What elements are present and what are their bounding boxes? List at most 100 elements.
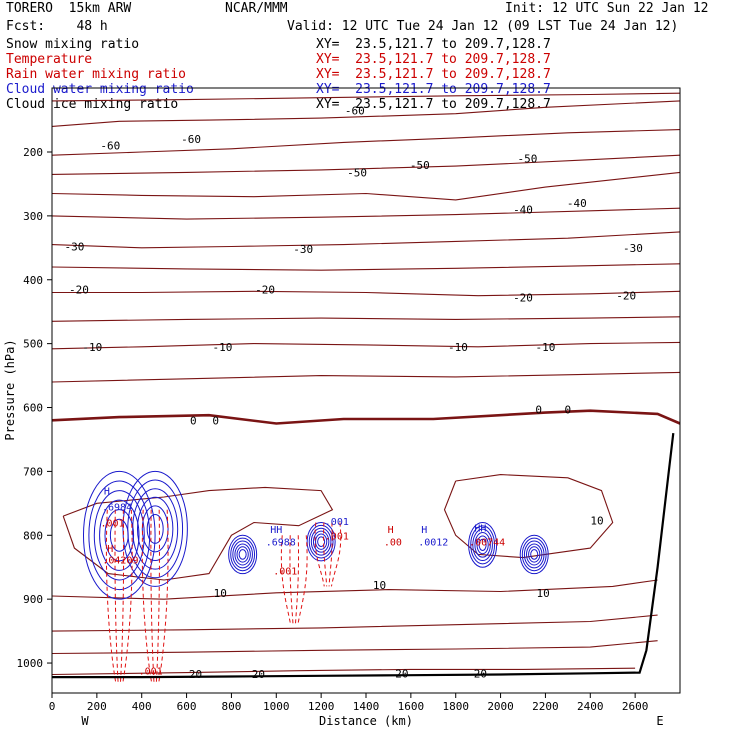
isotherm-label: 10	[214, 587, 227, 600]
cloud-water-contour	[312, 530, 330, 553]
x-tick-label: 0	[49, 700, 56, 713]
field-xy-cloud-water: XY= 23.5,121.7 to 209.7,128.7	[316, 82, 551, 97]
isotherm-label: 20	[395, 667, 408, 680]
cloud-water-contour	[122, 470, 188, 587]
y-tick-label: 400	[23, 274, 43, 287]
isotherm-label: 10	[590, 515, 603, 528]
rain-contour	[314, 522, 325, 587]
isotherm-line	[51, 263, 681, 271]
field-xy-snow: XY= 23.5,121.7 to 209.7,128.7	[316, 37, 551, 52]
isotherm-line	[51, 100, 681, 127]
isotherm-label: -10	[535, 341, 555, 354]
rain-contour	[155, 509, 160, 683]
x-tick-label: 2200	[532, 700, 559, 713]
isotherm-label: -30	[623, 242, 643, 255]
x-tick-label: 1600	[398, 700, 425, 713]
isotherm-line	[51, 341, 681, 350]
isotherm-label: -60	[345, 104, 365, 117]
cloud-water-contour	[521, 537, 547, 572]
rain-contour	[105, 509, 117, 683]
isotherm-line	[51, 640, 658, 655]
x-tick-label: 600	[177, 700, 197, 713]
y-tick-label: 1000	[17, 657, 44, 670]
x-tick-label: 2600	[622, 700, 649, 713]
rain-contour	[294, 535, 300, 625]
cloud-water-contour	[236, 546, 249, 563]
max-label: .001	[101, 519, 125, 530]
y-axis-label: Pressure (hPa)	[3, 339, 17, 440]
cloud-water-contour	[132, 488, 179, 570]
isotherm-label: -50	[347, 166, 367, 179]
x-tick-label: 1000	[263, 700, 290, 713]
y-tick-label: 500	[23, 338, 43, 351]
isotherm-label: -40	[513, 203, 533, 216]
isotherm-label: -50	[518, 152, 538, 165]
max-label: H	[107, 544, 113, 555]
cloud-water-contour	[528, 546, 541, 563]
x-axis-label: Distance (km)	[319, 714, 413, 728]
y-tick-label: 200	[23, 146, 43, 159]
cloud-water-contour	[315, 533, 328, 550]
max-label: HH	[474, 524, 486, 535]
isotherm-line	[51, 129, 681, 156]
isotherm-label: -10	[448, 341, 468, 354]
x-tick-label: 200	[87, 700, 107, 713]
cloud-water-contour	[127, 479, 184, 579]
x-tick-label: 1200	[308, 700, 335, 713]
isotherm-label: -10	[213, 341, 233, 354]
max-label: .00744	[469, 538, 505, 549]
max-label: H	[388, 525, 394, 536]
max-label: .6984	[102, 503, 132, 514]
isotherm-label: -30	[64, 241, 84, 254]
y-tick-label: 300	[23, 210, 43, 223]
cloud-water-contour	[238, 549, 247, 560]
isotherm-label: -30	[293, 243, 313, 256]
rain-contour	[280, 535, 292, 625]
isotherm-label: 0	[190, 414, 197, 427]
cloud-water-contour	[136, 496, 174, 561]
cloud-water-contour	[232, 540, 253, 569]
cloud-water-contour	[82, 470, 156, 600]
isotherm-label: 20	[474, 667, 487, 680]
isotherm-line	[51, 231, 681, 249]
isotherm-line	[51, 316, 681, 322]
cloud-water-layer	[82, 470, 549, 600]
cloud-water-contour	[306, 521, 336, 562]
rain-contour	[328, 522, 333, 587]
cloud-water-contour	[99, 499, 140, 571]
max-label: .0012	[418, 538, 448, 549]
isotherm-line	[51, 371, 681, 383]
field-name-rain: Rain water mixing ratio	[6, 67, 187, 82]
isotherm-label: 10	[373, 579, 386, 592]
cloud-water-contour	[88, 480, 151, 591]
isotherm-label: 0	[565, 403, 572, 416]
y-tick-label: 900	[23, 593, 43, 606]
isotherm-label: -40	[567, 197, 587, 210]
isotherm-layer	[51, 92, 681, 676]
terrain-line	[52, 432, 675, 679]
isotherm-label: 10	[537, 587, 550, 600]
max-label: H	[421, 525, 427, 536]
isotherm-label: -20	[616, 290, 636, 303]
max-label: H	[104, 487, 110, 498]
rain-contour	[122, 509, 133, 683]
cloud-water-contour	[141, 505, 169, 553]
cloud-water-contour	[519, 534, 549, 575]
cloud-water-contour	[93, 490, 145, 581]
y-tick-label: 600	[23, 402, 43, 415]
isotherm-line	[51, 667, 636, 676]
cloud-water-contour	[472, 528, 493, 562]
isotherm-line	[51, 154, 681, 175]
cloud-water-contour	[234, 543, 251, 566]
isotherm-pocket	[443, 474, 614, 559]
field-name-temperature: Temperature	[6, 52, 93, 67]
cloud-water-contour	[478, 538, 487, 551]
model-title: TORERO 15km ARW	[6, 1, 132, 16]
max-label: .04209	[102, 556, 138, 567]
field-name-cloud-water: Cloud water mixing ratio	[6, 82, 194, 97]
isotherm-label: 0	[212, 414, 219, 427]
cloud-water-contour	[476, 535, 489, 555]
x-tick-label: 2000	[487, 700, 514, 713]
contour-label-layer: -60 -60 -60 -50 -50 -50 -40 -40 -30 -30 -30 -20 -20 -…	[64, 104, 642, 680]
isotherm-label: -10	[82, 341, 102, 354]
